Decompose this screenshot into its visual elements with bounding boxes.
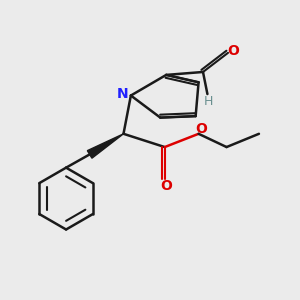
Text: N: N: [117, 87, 128, 101]
Polygon shape: [87, 134, 124, 158]
Text: O: O: [196, 122, 208, 136]
Text: H: H: [204, 95, 214, 108]
Text: O: O: [160, 179, 172, 193]
Text: O: O: [227, 44, 239, 58]
